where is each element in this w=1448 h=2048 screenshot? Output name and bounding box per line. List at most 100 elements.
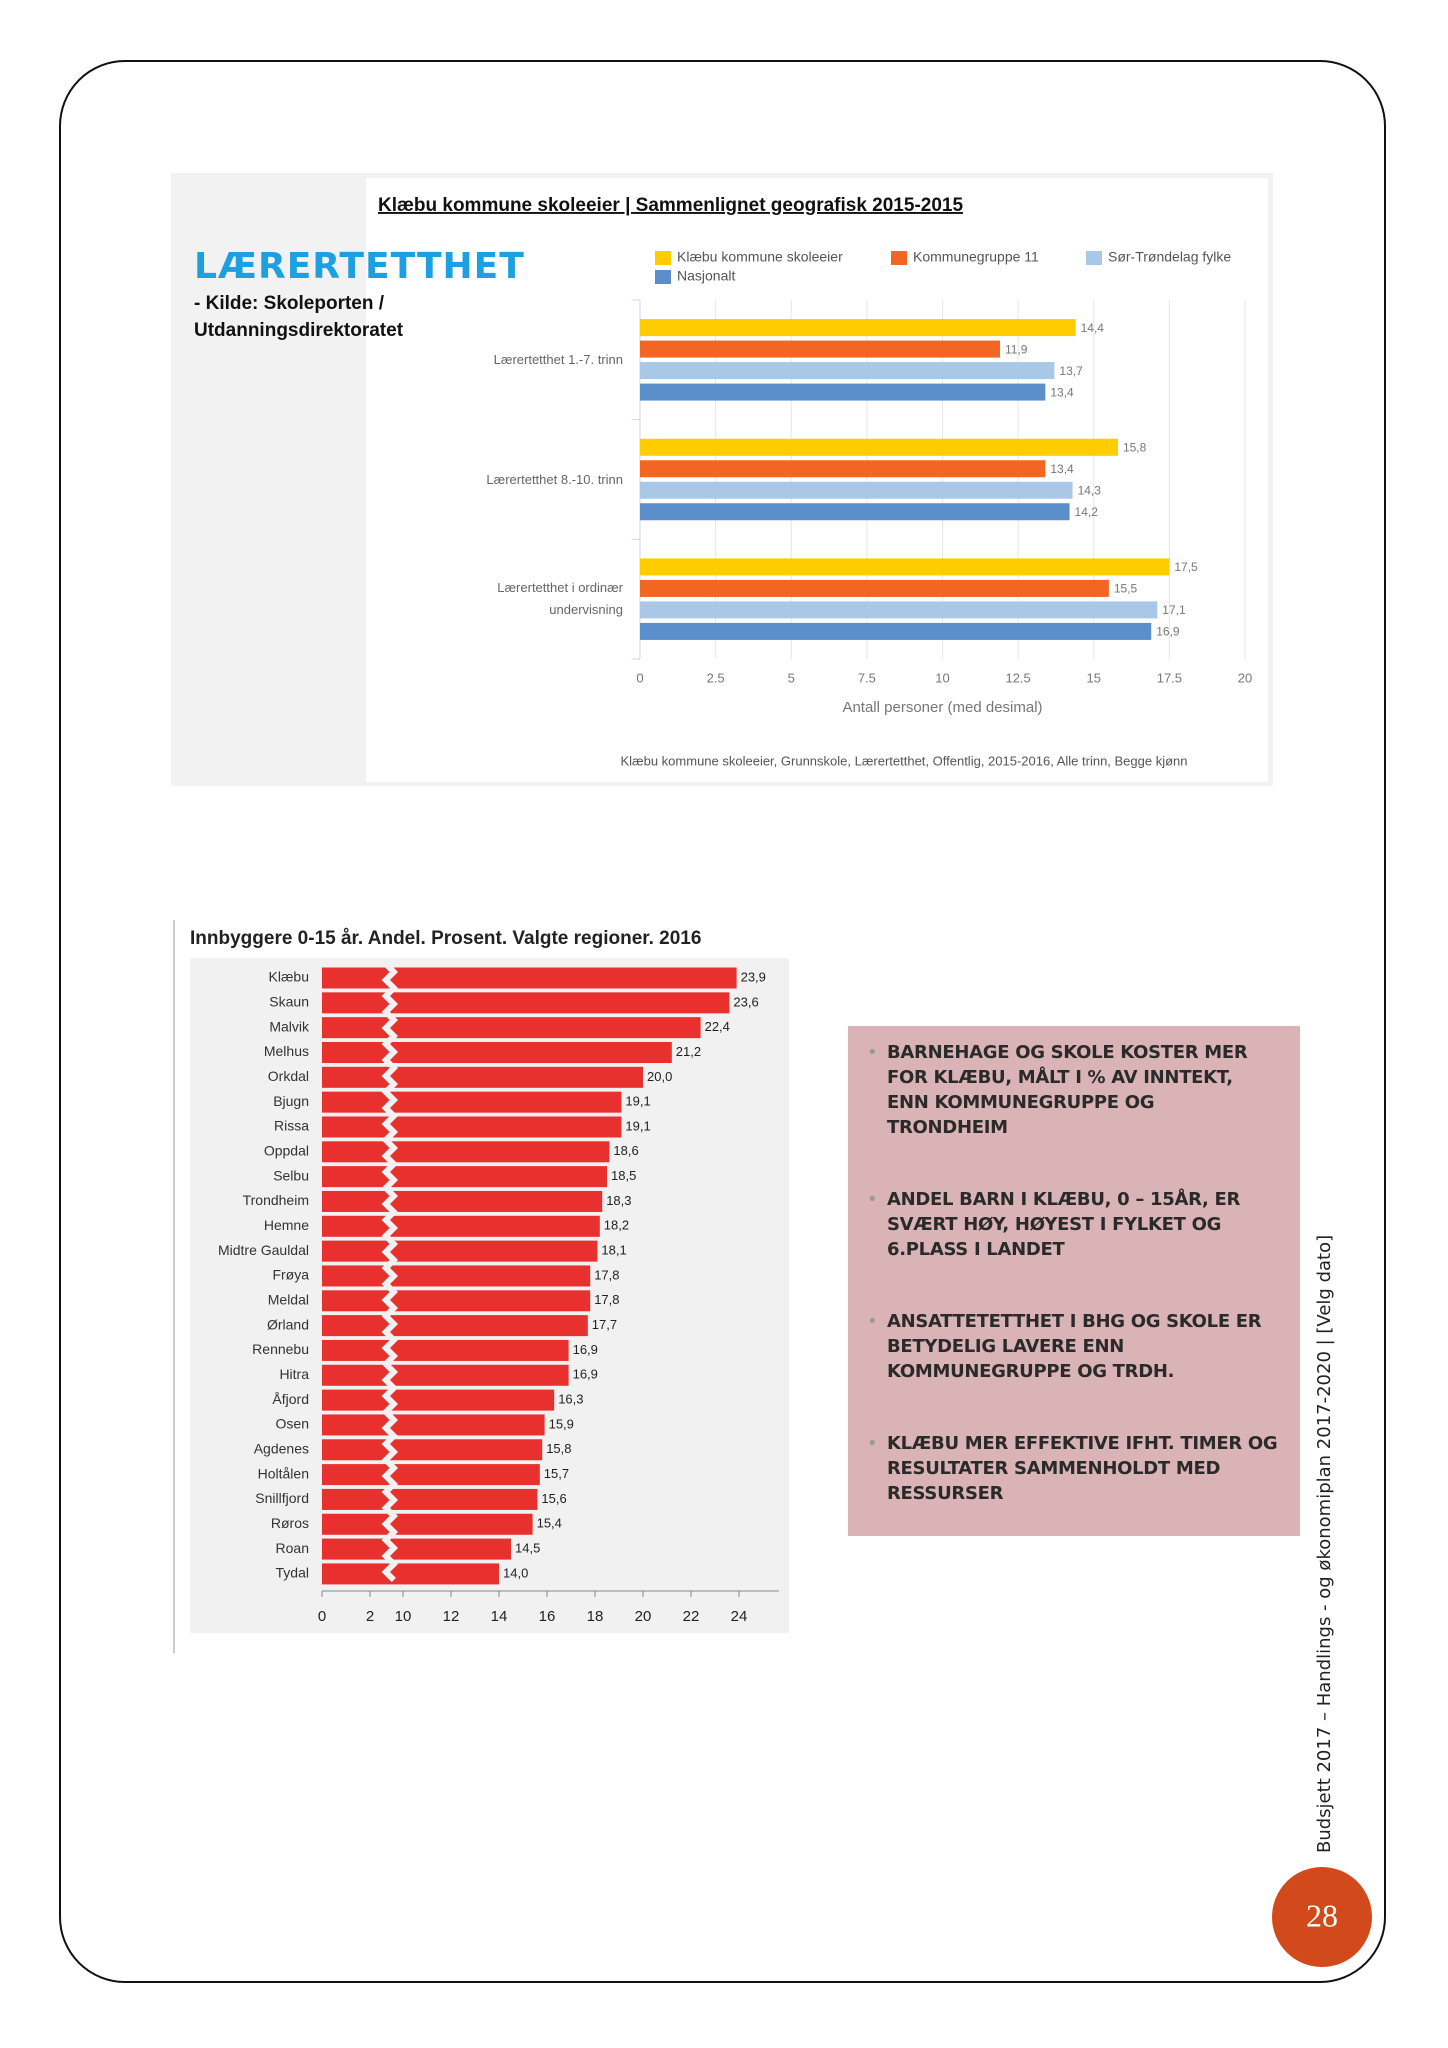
value-label: 14,3	[1078, 483, 1102, 497]
bar	[322, 1041, 672, 1063]
bullet-list: BARNEHAGE OG SKOLE KOSTER MER FOR KLÆBU,…	[848, 1026, 1300, 1506]
value-label: 15,7	[544, 1466, 569, 1481]
x-tick-label: 2.5	[707, 670, 725, 685]
value-label: 19,1	[625, 1118, 650, 1133]
value-label: 18,2	[604, 1218, 629, 1233]
y-tick-label: Rennebu	[252, 1341, 309, 1357]
bullet: ANSATTETETTHET I BHG OG SKOLE ER BETYDEL…	[867, 1309, 1280, 1384]
value-label: 16,9	[573, 1367, 598, 1382]
y-tick-label: Melhus	[264, 1043, 309, 1059]
bar	[322, 1265, 591, 1287]
bar	[322, 1066, 643, 1088]
chart-note: Klæbu kommune skoleeier, Grunnskole, Lær…	[620, 753, 1187, 768]
bullet-box: BARNEHAGE OG SKOLE KOSTER MER FOR KLÆBU,…	[848, 1026, 1300, 1536]
y-tick-label: Oppdal	[264, 1143, 309, 1159]
x-tick-label: 20	[635, 1608, 652, 1625]
chart-title: Klæbu kommune skoleeier | Sammenlignet g…	[378, 195, 963, 216]
value-label: 13,7	[1059, 364, 1083, 378]
page-number-badge	[1272, 1867, 1372, 1967]
y-tick-label: Åfjord	[272, 1391, 309, 1407]
y-tick-label: Selbu	[273, 1167, 309, 1183]
bullet: ANDEL BARN I KLÆBU, 0 – 15ÅR, ER SVÆRT H…	[867, 1187, 1280, 1262]
bar	[322, 1017, 701, 1039]
legend-label: Sør-Trøndelag fylke	[1108, 249, 1231, 265]
y-tick-label: Frøya	[272, 1267, 309, 1283]
bar	[640, 340, 1000, 358]
legend-swatch	[655, 270, 671, 284]
value-label: 22,4	[705, 1019, 730, 1034]
value-label: 15,6	[541, 1491, 566, 1506]
bar	[640, 319, 1076, 337]
x-tick-label: 15	[1087, 670, 1101, 685]
value-label: 15,9	[549, 1416, 574, 1431]
y-tick-label: Orkdal	[268, 1068, 309, 1084]
value-label: 19,1	[625, 1094, 650, 1109]
value-label: 15,4	[537, 1516, 562, 1531]
x-tick-label: 16	[539, 1608, 556, 1625]
page-frame	[59, 60, 1386, 1983]
bullet: KLÆBU MER EFFEKTIVE IFHT. TIMER OG RESUL…	[867, 1431, 1280, 1506]
x-tick-label: 10	[935, 670, 949, 685]
y-tick-label: Lærertetthet i ordinær undervisning	[497, 580, 623, 618]
value-label: 13,4	[1050, 462, 1074, 476]
x-tick-label: 14	[491, 1608, 508, 1625]
y-tick-label: Bjugn	[273, 1093, 309, 1109]
source: - Kilde: Skoleporten / Utdanningsdirekto…	[194, 293, 404, 341]
bar	[322, 1240, 598, 1262]
value-label: 16,9	[1156, 625, 1180, 639]
x-tick-label: 18	[587, 1608, 604, 1625]
value-label: 21,2	[676, 1044, 701, 1059]
y-tick-label: Klæbu	[269, 969, 309, 985]
value-label: 14,0	[503, 1565, 528, 1580]
heading: LÆRERTETTHET	[194, 246, 525, 287]
y-tick-label: Hitra	[279, 1366, 309, 1382]
value-label: 23,6	[733, 994, 758, 1009]
value-label: 17,5	[1174, 560, 1198, 574]
y-tick-label: Osen	[276, 1416, 309, 1432]
value-label: 15,8	[1123, 440, 1147, 454]
value-label: 15,5	[1114, 582, 1138, 596]
y-tick-label: Rissa	[274, 1118, 309, 1134]
bar	[322, 1315, 588, 1337]
value-label: 16,3	[558, 1392, 583, 1407]
bar	[322, 1439, 543, 1461]
bar	[322, 1538, 511, 1560]
x-tick-label: 22	[683, 1608, 700, 1625]
value-label: 23,9	[741, 969, 766, 984]
value-label: 13,4	[1050, 385, 1074, 399]
bar	[322, 1290, 591, 1312]
bar	[322, 1563, 499, 1585]
bar	[322, 1414, 545, 1436]
y-tick-label: Tydal	[276, 1565, 309, 1581]
bar	[640, 601, 1158, 619]
bar	[640, 383, 1046, 401]
bar	[322, 1215, 600, 1237]
y-tick-label: Roan	[276, 1540, 309, 1556]
y-tick-label: Snillfjord	[255, 1490, 309, 1506]
bullet: BARNEHAGE OG SKOLE KOSTER MER FOR KLÆBU,…	[867, 1040, 1280, 1140]
y-tick-label: Lærertetthet 8.-10. trinn	[486, 471, 623, 487]
value-label: 17,1	[1162, 603, 1186, 617]
legend-label: Kommunegruppe 11	[913, 249, 1039, 265]
legend-swatch	[1086, 251, 1102, 265]
value-label: 17,8	[594, 1292, 619, 1307]
y-tick-label: Agdenes	[254, 1440, 309, 1456]
legend-swatch	[655, 251, 671, 265]
page-number: 28	[1306, 1897, 1338, 1933]
value-label: 14,4	[1081, 321, 1105, 335]
y-tick-label: Skaun	[269, 994, 309, 1010]
y-tick-label: Holtålen	[258, 1465, 309, 1481]
value-label: 17,8	[594, 1267, 619, 1282]
bar	[640, 481, 1073, 499]
y-tick-label: Ørland	[267, 1316, 309, 1332]
x-tick-label: 10	[395, 1608, 412, 1625]
y-tick-label: Trondheim	[243, 1192, 309, 1208]
side-text: Budsjett 2017 – Handlings - og økonomipl…	[1314, 1234, 1335, 1853]
bar	[640, 622, 1152, 640]
x-tick-label: 24	[731, 1608, 748, 1625]
bar	[640, 438, 1118, 456]
bar	[322, 1116, 622, 1138]
bar	[640, 558, 1170, 576]
bar	[322, 1339, 569, 1361]
